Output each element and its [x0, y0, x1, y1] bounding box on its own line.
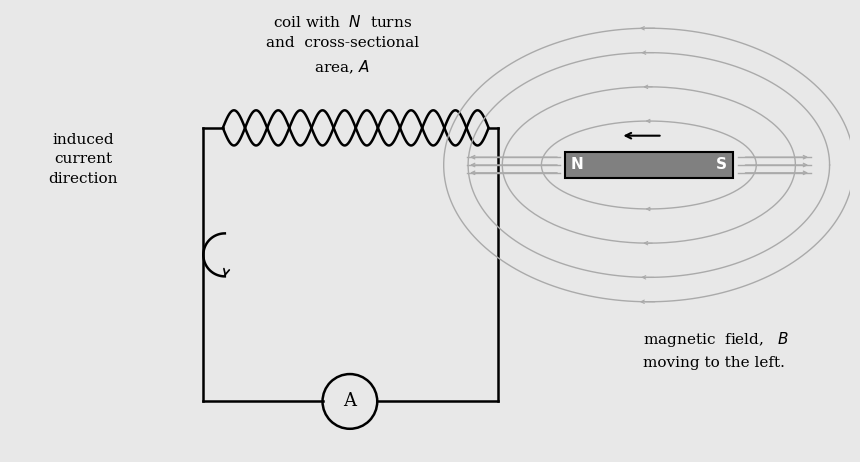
Text: magnetic  field,   $B$
moving to the left.: magnetic field, $B$ moving to the left. — [643, 330, 789, 370]
Text: induced
current
direction: induced current direction — [48, 133, 118, 186]
Text: N: N — [570, 158, 583, 172]
Text: coil with  $N$  turns
and  cross-sectional
area, $A$: coil with $N$ turns and cross-sectional … — [266, 14, 419, 76]
Text: S: S — [716, 158, 727, 172]
Bar — [565, 152, 733, 178]
Text: A: A — [343, 392, 356, 410]
